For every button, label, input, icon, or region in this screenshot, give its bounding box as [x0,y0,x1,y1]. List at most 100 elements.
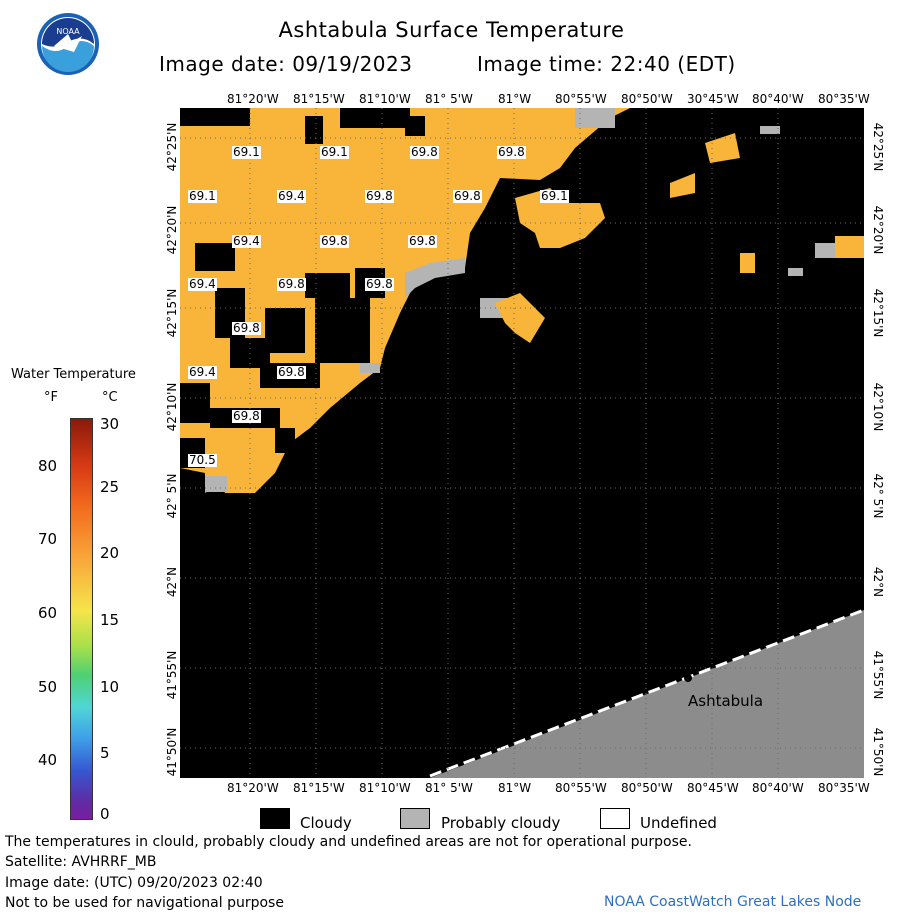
cloud-patch [180,383,210,423]
bottom-tick: 80°50'W [621,781,673,795]
right-tick: 42°25'N [871,122,885,172]
probably-cloudy-swatch [400,808,430,829]
right-tick: 42°10'N [871,382,885,432]
temp-label: 69.8 [497,145,526,159]
probably-cloudy-patch [205,476,227,492]
top-tick: 81°10'W [359,92,411,106]
temp-label: 69.8 [410,145,439,159]
temp-label: 70.5 [188,453,217,467]
temp-label: 69.8 [453,189,482,203]
legend-f-label: °F [44,390,58,405]
temp-label: 69.8 [365,189,394,203]
top-tick: 30°45'W [687,92,739,106]
bottom-tick: 81°W [498,781,532,795]
page-title: Ashtabula Surface Temperature [278,18,625,42]
utc-date-text: Image date: (UTC) 09/20/2023 02:40 [5,875,263,891]
top-tick: 80°40'W [752,92,804,106]
probably-cloudy-patch [575,108,615,128]
ashtabula-marker [684,674,692,682]
legend-c-tick: 15 [100,611,120,629]
temp-label: 69.4 [188,277,217,291]
undefined-swatch [600,808,630,829]
probably-cloudy-label: Probably cloudy [441,814,561,832]
water-temperature-area [180,108,630,493]
legend-c-tick: 20 [100,544,120,562]
left-tick: 42°N [165,566,179,598]
water-patch-offshore [705,133,740,163]
top-tick: 81° 5'W [425,92,473,106]
water-patch-offshore [495,293,545,343]
legend-c-tick: 5 [100,744,110,762]
cloud-patch [405,116,425,136]
bottom-tick: 80°35'W [818,781,870,795]
left-tick: 42°10'N [165,382,179,432]
cloud-patch [275,428,295,453]
temp-label: 69.8 [365,277,394,291]
map-canvas [180,108,864,778]
cloud-patch [305,273,350,298]
cloud-patch [195,243,235,271]
legend-c-tick: 25 [100,478,120,496]
top-tick: 80°55'W [555,92,607,106]
temp-label: 69.1 [232,145,261,159]
probably-cloudy-patch [760,126,780,134]
bottom-tick: 81°20'W [227,781,279,795]
top-tick: 81°20'W [227,92,279,106]
temp-label: 69.8 [408,234,437,248]
temperature-map: 69.1 69.1 69.8 69.8 69.1 69.4 69.8 69.8 … [180,108,864,778]
bottom-tick: 80°55'W [555,781,607,795]
place-label: Ashtabula [688,692,764,710]
legend-f-tick: 50 [38,678,58,696]
legend-c-tick: 10 [100,678,120,696]
top-tick: 80°35'W [818,92,870,106]
disclaimer-text: The temperatures in clould, probably clo… [5,834,692,850]
legend-c-tick: 30 [100,415,120,433]
temp-label: 69.8 [277,365,306,379]
image-date: Image date: 09/19/2023 [159,52,413,76]
top-tick: 81°15'W [293,92,345,106]
legend-f-tick: 80 [38,457,58,475]
legend-c-tick: 0 [100,805,110,823]
right-tick: 42°20'N [871,205,885,255]
water-patch-offshore [740,253,755,273]
right-tick: 42°N [871,566,885,598]
water-patch-offshore [835,236,864,258]
credit-text: NOAA CoastWatch Great Lakes Node [604,894,862,910]
cloud-patch [180,108,250,126]
shoreline [429,608,864,778]
color-scale-bar [70,418,93,820]
legend-c-label: °C [102,390,118,405]
noaa-logo-text: NOAA [56,27,80,36]
right-tick: 41°50'N [871,727,885,777]
graticule [180,108,864,778]
temp-label: 69.8 [277,277,306,291]
bottom-tick: 80°45'W [687,781,739,795]
land-area [430,610,864,778]
right-tick: 42°15'N [871,288,885,338]
temp-label: 69.1 [320,145,349,159]
probably-cloudy-area [405,258,465,298]
cloudy-swatch [260,808,290,829]
temp-label: 69.1 [540,189,569,203]
probably-cloudy-patch [360,363,380,373]
satellite-text: Satellite: AVHRRF_MB [5,854,157,870]
legend-title: Water Temperature [11,367,136,382]
left-tick: 42°15'N [165,288,179,338]
bottom-tick: 80°40'W [752,781,804,795]
cloud-patch [340,108,410,128]
right-tick: 41°55'N [871,650,885,700]
probably-cloudy-patch [815,243,835,258]
legend-f-tick: 70 [38,530,58,548]
legend-f-tick: 40 [38,751,58,769]
image-time: Image time: 22:40 (EDT) [477,52,736,76]
water-patch-offshore [670,173,695,198]
left-tick: 41°55'N [165,650,179,700]
cloud-patch [305,116,323,144]
temp-label: 69.1 [188,189,217,203]
left-tick: 41°50'N [165,727,179,777]
temp-label: 69.8 [232,321,261,335]
cloud-patch [315,298,370,363]
left-tick: 42°25'N [165,122,179,172]
temp-label: 69.4 [232,234,261,248]
bottom-tick: 81° 5'W [425,781,473,795]
